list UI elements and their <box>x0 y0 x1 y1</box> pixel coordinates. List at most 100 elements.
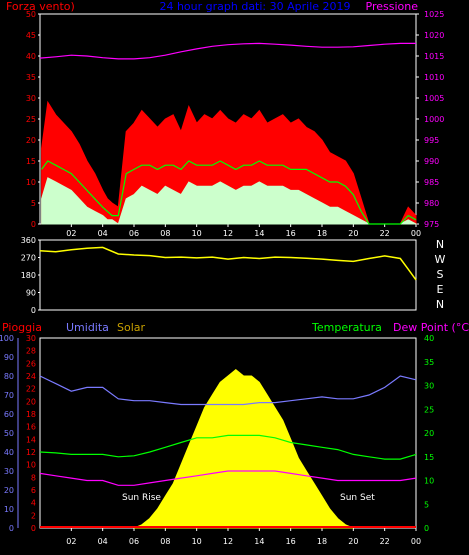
humidity-line <box>39 375 417 406</box>
rain-tick-label: 30 <box>26 334 36 343</box>
rain-tick-label: 26 <box>26 359 36 368</box>
time-tick-label: 18 <box>317 537 327 546</box>
temperature-tick-label: 20 <box>424 429 434 438</box>
time-tick-label: 10 <box>192 229 202 238</box>
temperature-tick-label: 30 <box>424 382 434 391</box>
wind-tick-label: 20 <box>26 136 36 145</box>
pressure-tick-label: 980 <box>424 199 439 208</box>
time-tick-label: 12 <box>223 229 233 238</box>
humidity-tick-label: 20 <box>4 486 14 495</box>
rain-tick-label: 4 <box>31 499 36 508</box>
direction-tick-label: 180 <box>21 271 36 280</box>
compass-label: S <box>437 268 444 281</box>
rain-humidity-panel: Pioggia Umidita Solar Temperatura Dew Po… <box>0 321 469 546</box>
wind-tick-label: 15 <box>26 157 36 166</box>
rain-tick-label: 16 <box>26 423 36 432</box>
wind-axis-title: Forza vento) <box>6 0 75 13</box>
rain-tick-label: 8 <box>31 473 36 482</box>
temperature-label: Temperatura <box>311 321 382 334</box>
pressure-tick-label: 1025 <box>424 10 444 19</box>
wind-tick-label: 50 <box>26 10 36 19</box>
pressure-tick-label: 975 <box>424 220 439 229</box>
dewpoint-label: Dew Point (°C) <box>393 321 469 334</box>
sunrise-label: Sun Rise <box>122 493 161 503</box>
sunset-label: Sun Set <box>340 493 375 503</box>
wind-tick-label: 5 <box>31 199 36 208</box>
compass-label: W <box>435 253 446 266</box>
wind-pressure-series <box>39 42 417 225</box>
wind-direction-line <box>39 246 417 281</box>
pressure-tick-label: 1020 <box>424 31 444 40</box>
time-tick-label: 16 <box>286 229 296 238</box>
time-tick-label: 00 <box>411 537 421 546</box>
time-tick-label: 16 <box>286 537 296 546</box>
wind-tick-label: 30 <box>26 94 36 103</box>
time-axis: 02 04 06 08 10 12 14 16 18 20 22 00 <box>66 224 421 238</box>
temperature-tick-label: 35 <box>424 358 434 367</box>
humidity-tick-label: 70 <box>4 391 14 400</box>
temperature-tick-label: 10 <box>424 477 434 486</box>
direction-tick-label: 270 <box>21 254 36 263</box>
solar-label: Solar <box>117 321 146 334</box>
compass-label: N <box>436 298 444 311</box>
pressure-tick-label: 990 <box>424 157 439 166</box>
time-tick-label: 06 <box>129 229 139 238</box>
rain-tick-label: 14 <box>26 435 36 444</box>
wind-tick-label: 10 <box>26 178 36 187</box>
temperature-tick-label: 0 <box>424 524 429 533</box>
dewpoint-line <box>39 470 417 486</box>
time-tick-label: 04 <box>98 537 108 546</box>
wind-speed-line <box>41 160 417 225</box>
wind-tick-label: 45 <box>26 31 36 40</box>
wind-tick-label: 35 <box>26 73 36 82</box>
humidity-tick-label: 90 <box>4 353 14 362</box>
humidity-axis: 0 10 20 30 40 50 60 70 80 90 100 <box>0 334 19 533</box>
rain-tick-label: 20 <box>26 397 36 406</box>
direction-degree-axis: 0 90 180 270 360 <box>21 236 40 315</box>
chart-title: 24 hour graph dati: 30 Aprile 2019 <box>159 0 350 13</box>
compass-label: E <box>437 283 444 296</box>
temperature-tick-label: 5 <box>424 500 429 509</box>
time-tick-label: 22 <box>380 229 390 238</box>
time-tick-label: 04 <box>98 229 108 238</box>
wind-direction-plot-area <box>39 239 417 311</box>
humidity-tick-label: 40 <box>4 448 14 457</box>
rain-tick-label: 10 <box>26 461 36 470</box>
pressure-axis: 975 980 985 990 995 1000 1005 1010 1015 1020 1025 <box>416 10 444 229</box>
wind-tick-label: 40 <box>26 52 36 61</box>
wind-pressure-panel: Forza vento) 24 hour graph dati: 30 Apri… <box>6 0 444 238</box>
pressure-tick-label: 1005 <box>424 94 444 103</box>
compass-label: N <box>436 238 444 251</box>
humidity-tick-label: 80 <box>4 372 14 381</box>
rain-humidity-series <box>39 369 417 529</box>
wind-direction-series <box>39 246 417 281</box>
rain-tick-label: 24 <box>26 372 36 381</box>
time-tick-label: 06 <box>129 537 139 546</box>
humidity-tick-label: 10 <box>4 505 14 514</box>
pressure-axis-title: Pressione <box>366 0 419 13</box>
time-tick-label: 10 <box>192 537 202 546</box>
time-tick-label: 22 <box>380 537 390 546</box>
temperature-tick-label: 15 <box>424 453 434 462</box>
time-tick-label: 02 <box>66 537 76 546</box>
time-tick-label: 14 <box>254 229 264 238</box>
humidity-tick-label: 50 <box>4 429 14 438</box>
time-tick-label: 18 <box>317 229 327 238</box>
time-axis-bottom: 02 04 06 08 10 12 14 16 18 20 22 00 <box>66 528 421 546</box>
pressure-line <box>39 42 416 60</box>
rain-tick-label: 0 <box>31 524 36 533</box>
direction-tick-label: 360 <box>21 236 36 245</box>
pressure-tick-label: 1000 <box>424 115 444 124</box>
pressure-tick-label: 995 <box>424 136 439 145</box>
temperature-line <box>39 434 417 460</box>
time-tick-label: 20 <box>348 229 358 238</box>
rain-tick-label: 18 <box>26 410 36 419</box>
temperature-tick-label: 25 <box>424 405 434 414</box>
rain-label: Pioggia <box>2 321 42 334</box>
humidity-tick-label: 0 <box>9 524 14 533</box>
temperature-tick-label: 40 <box>424 334 434 343</box>
time-tick-label: 14 <box>254 537 264 546</box>
